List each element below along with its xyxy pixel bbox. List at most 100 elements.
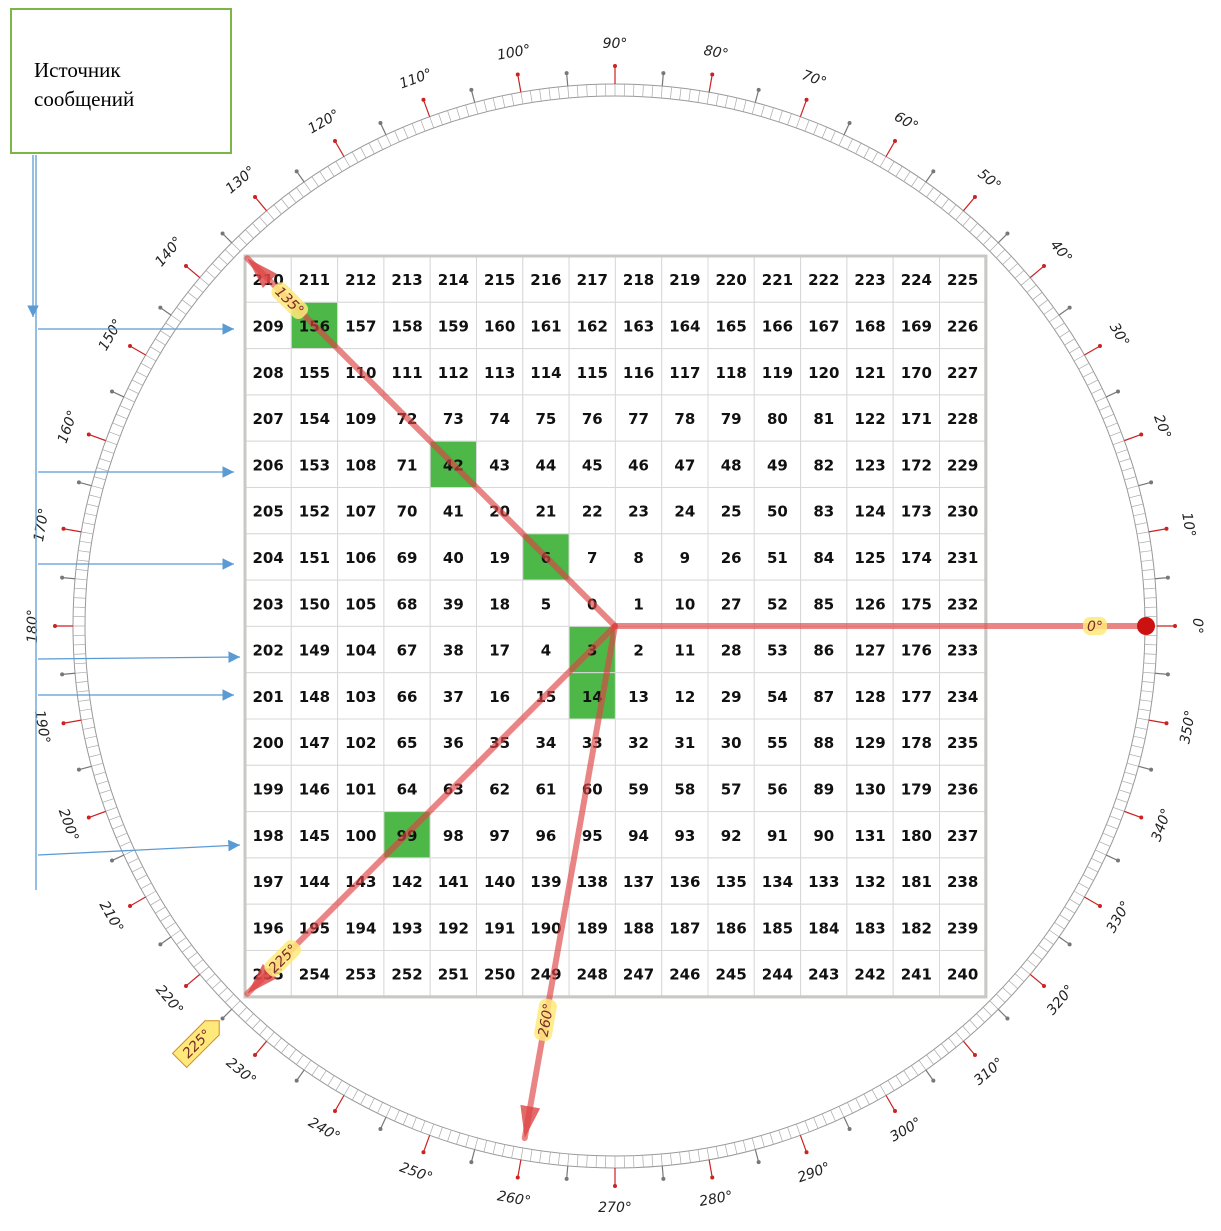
grid-number: 251: [438, 966, 469, 984]
dial-scale-tick: [1082, 874, 1094, 881]
dial-angle-label: 160°: [55, 408, 82, 445]
dial-scale-tick: [266, 210, 275, 221]
dial-scale-tick: [804, 119, 810, 132]
ray-0-label-badge: [1083, 617, 1107, 635]
dial-angle-label: 290°: [795, 1160, 832, 1187]
dial-scale-tick: [911, 176, 919, 187]
ray-135-label-badge: [271, 282, 309, 320]
grid-cell: [892, 950, 941, 998]
dial-minor-tick: [111, 854, 125, 862]
dial-scale-tick: [343, 1084, 351, 1096]
dial-scale-tick: [1141, 690, 1154, 693]
grid-number: 32: [628, 734, 649, 752]
dial-scale-tick: [1109, 431, 1122, 437]
dial-scale-tick: [1038, 944, 1049, 953]
grid-cell: [800, 672, 848, 720]
ray-0-end-dot: [1137, 617, 1155, 635]
dial-angle-label: 240°: [305, 1115, 342, 1146]
dial-scale-tick: [1121, 780, 1134, 785]
dial-scale-tick: [108, 815, 121, 821]
dial-scale-tick: [1136, 717, 1149, 721]
grid-number: 176: [901, 642, 932, 660]
dial-scale-tick: [123, 396, 135, 403]
grid-cell: [753, 487, 802, 535]
dial-scale-tick: [91, 762, 104, 767]
grid-number: 161: [530, 317, 561, 335]
dial-scale-tick: [586, 84, 588, 97]
dial-major-tick: [708, 74, 713, 93]
dial-angle-label: 230°: [223, 1055, 259, 1089]
grid-number: 62: [489, 780, 510, 798]
dial-scale-tick: [75, 681, 88, 684]
grid-number: 7: [587, 549, 597, 567]
grid-number: 51: [767, 549, 788, 567]
grid-cell: [337, 764, 385, 813]
grid-number: 26: [721, 549, 742, 567]
grid-number: 98: [443, 827, 464, 845]
grid-cell: [476, 764, 524, 813]
dial-scale-tick: [895, 1075, 903, 1086]
dial-scale-tick: [733, 1142, 738, 1155]
dial-scale-tick: [1126, 762, 1139, 767]
grid-cell: [892, 857, 941, 905]
dial-scale-tick: [1118, 458, 1131, 463]
grid-number: 183: [854, 919, 885, 937]
grid-number: 68: [397, 595, 418, 613]
dial-major-tick: [254, 1040, 268, 1056]
dial-major-tick: [1148, 528, 1167, 533]
grid-cell: [846, 811, 894, 859]
grid-cell: [846, 301, 894, 350]
grid-number: 89: [813, 780, 834, 798]
dial-scale-tick: [529, 90, 533, 103]
dial-scale-tick: [887, 161, 895, 172]
grid-cell: [290, 579, 339, 627]
dial-scale-tick: [567, 1153, 570, 1166]
dial-scale-tick: [79, 708, 92, 712]
dial-scale-tick: [394, 1110, 400, 1122]
dial-scale-tick: [438, 1127, 443, 1139]
grid-cell: [290, 625, 339, 674]
grid-number: 101: [345, 780, 376, 798]
dial-scale-tick: [75, 671, 88, 674]
grid-number: 70: [397, 503, 418, 521]
grid-number: 232: [947, 595, 978, 613]
grid-cell: [939, 440, 987, 489]
dial-scale-tick: [131, 379, 143, 386]
dial-scale-tick: [1138, 708, 1151, 712]
dial-scale-tick: [962, 216, 971, 227]
dial-scale-tick: [1014, 270, 1025, 279]
grid-number: 49: [767, 456, 788, 474]
dial-scale-tick: [429, 1123, 435, 1136]
grid-number: 194: [345, 919, 376, 937]
dial-major-tick: [422, 1135, 431, 1153]
grid-cell: [383, 301, 431, 350]
dial-scale-tick: [1129, 753, 1141, 758]
dial-scale-tick: [821, 126, 828, 139]
grid-cell: [661, 394, 709, 442]
grid-number: 185: [762, 919, 793, 937]
dial-angle-label: 220°: [152, 982, 186, 1018]
dial-minor-dot: [378, 120, 383, 125]
grid-number: 94: [628, 827, 649, 845]
dial-scale-tick: [642, 1155, 644, 1168]
dial-major-tick: [962, 1040, 976, 1056]
grid-cell: [522, 718, 570, 766]
grid-cell: [800, 487, 848, 535]
dial-scale-tick: [576, 85, 579, 98]
dial-scale-tick: [281, 198, 289, 209]
grid-number: 90: [813, 827, 834, 845]
dial-scale-tick: [1099, 841, 1111, 847]
dial-scale-tick: [1059, 914, 1070, 922]
dial-scale-tick: [670, 1153, 673, 1166]
dial-scale-tick: [73, 597, 86, 599]
grid-number: 190: [530, 919, 561, 937]
dial-scale-tick: [895, 166, 903, 177]
grid-number: 65: [397, 734, 418, 752]
grid-number: 246: [669, 966, 700, 984]
dial-scale-tick: [96, 467, 109, 472]
dial-minor-dot: [158, 942, 163, 947]
dial-minor-tick: [566, 73, 569, 87]
grid-number: 205: [252, 503, 283, 521]
dial-scale-tick: [651, 1154, 654, 1167]
grid-number: 222: [808, 271, 839, 289]
